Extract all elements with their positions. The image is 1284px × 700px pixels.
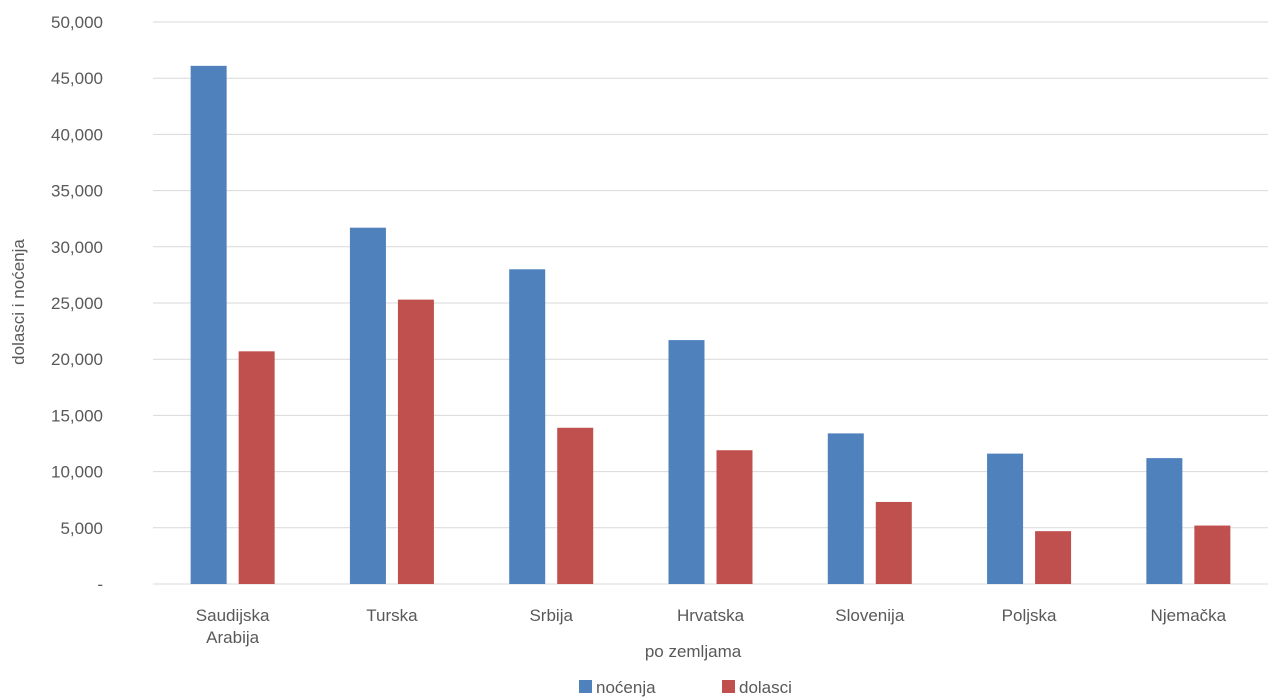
x-category-label: Hrvatska (677, 606, 745, 625)
legend-swatch (579, 680, 592, 693)
x-category-label: Turska (366, 606, 418, 625)
bar-nocenja (827, 433, 864, 584)
bar-dolasci (875, 501, 912, 584)
bar-dolasci (397, 299, 434, 584)
bars (190, 65, 1231, 584)
y-tick-label: 35,000 (51, 182, 103, 201)
y-tick-label: 15,000 (51, 406, 103, 425)
bar-dolasci (557, 427, 594, 584)
x-category-label: Poljska (1002, 606, 1057, 625)
x-category-label: Srbija (529, 606, 573, 625)
bar-nocenja (509, 269, 546, 584)
y-tick-label: 5,000 (60, 519, 103, 538)
y-axis-title: dolasci i noćenja (9, 239, 28, 365)
legend-label: dolasci (739, 678, 792, 697)
bar-dolasci (238, 351, 275, 584)
legend: noćenja dolasci (579, 678, 792, 697)
y-tick-label: 40,000 (51, 125, 103, 144)
x-axis-categories: Saudijska Arabija Turska Srbija Hrvatska Slov… (196, 606, 1227, 647)
y-tick-label: 45,000 (51, 69, 103, 88)
bar-nocenja (668, 340, 705, 584)
y-axis-ticks: - 5,000 10,000 15,000 20,000 25,000 30,000 35,0… (51, 13, 103, 594)
y-tick-label: 30,000 (51, 238, 103, 257)
bar-nocenja (190, 65, 227, 584)
x-category-label: Njemačka (1151, 606, 1227, 625)
y-tick-label: 50,000 (51, 13, 103, 32)
legend-swatch (722, 680, 735, 693)
gridlines (153, 21, 1268, 585)
x-category-label: Slovenija (835, 606, 905, 625)
x-category-label: Saudijska Arabija (196, 606, 270, 647)
y-tick-label: 10,000 (51, 463, 103, 482)
bar-dolasci (1194, 525, 1231, 584)
y-tick-label: 25,000 (51, 294, 103, 313)
bar-nocenja (987, 453, 1024, 584)
y-tick-label: 20,000 (51, 350, 103, 369)
bar-dolasci (716, 450, 753, 584)
x-axis-title: po zemljama (645, 642, 742, 661)
y-tick-label: - (97, 575, 103, 594)
bar-dolasci (1035, 531, 1072, 584)
bar-nocenja (1146, 458, 1183, 584)
bar-nocenja (349, 227, 386, 584)
legend-label: noćenja (596, 678, 656, 697)
